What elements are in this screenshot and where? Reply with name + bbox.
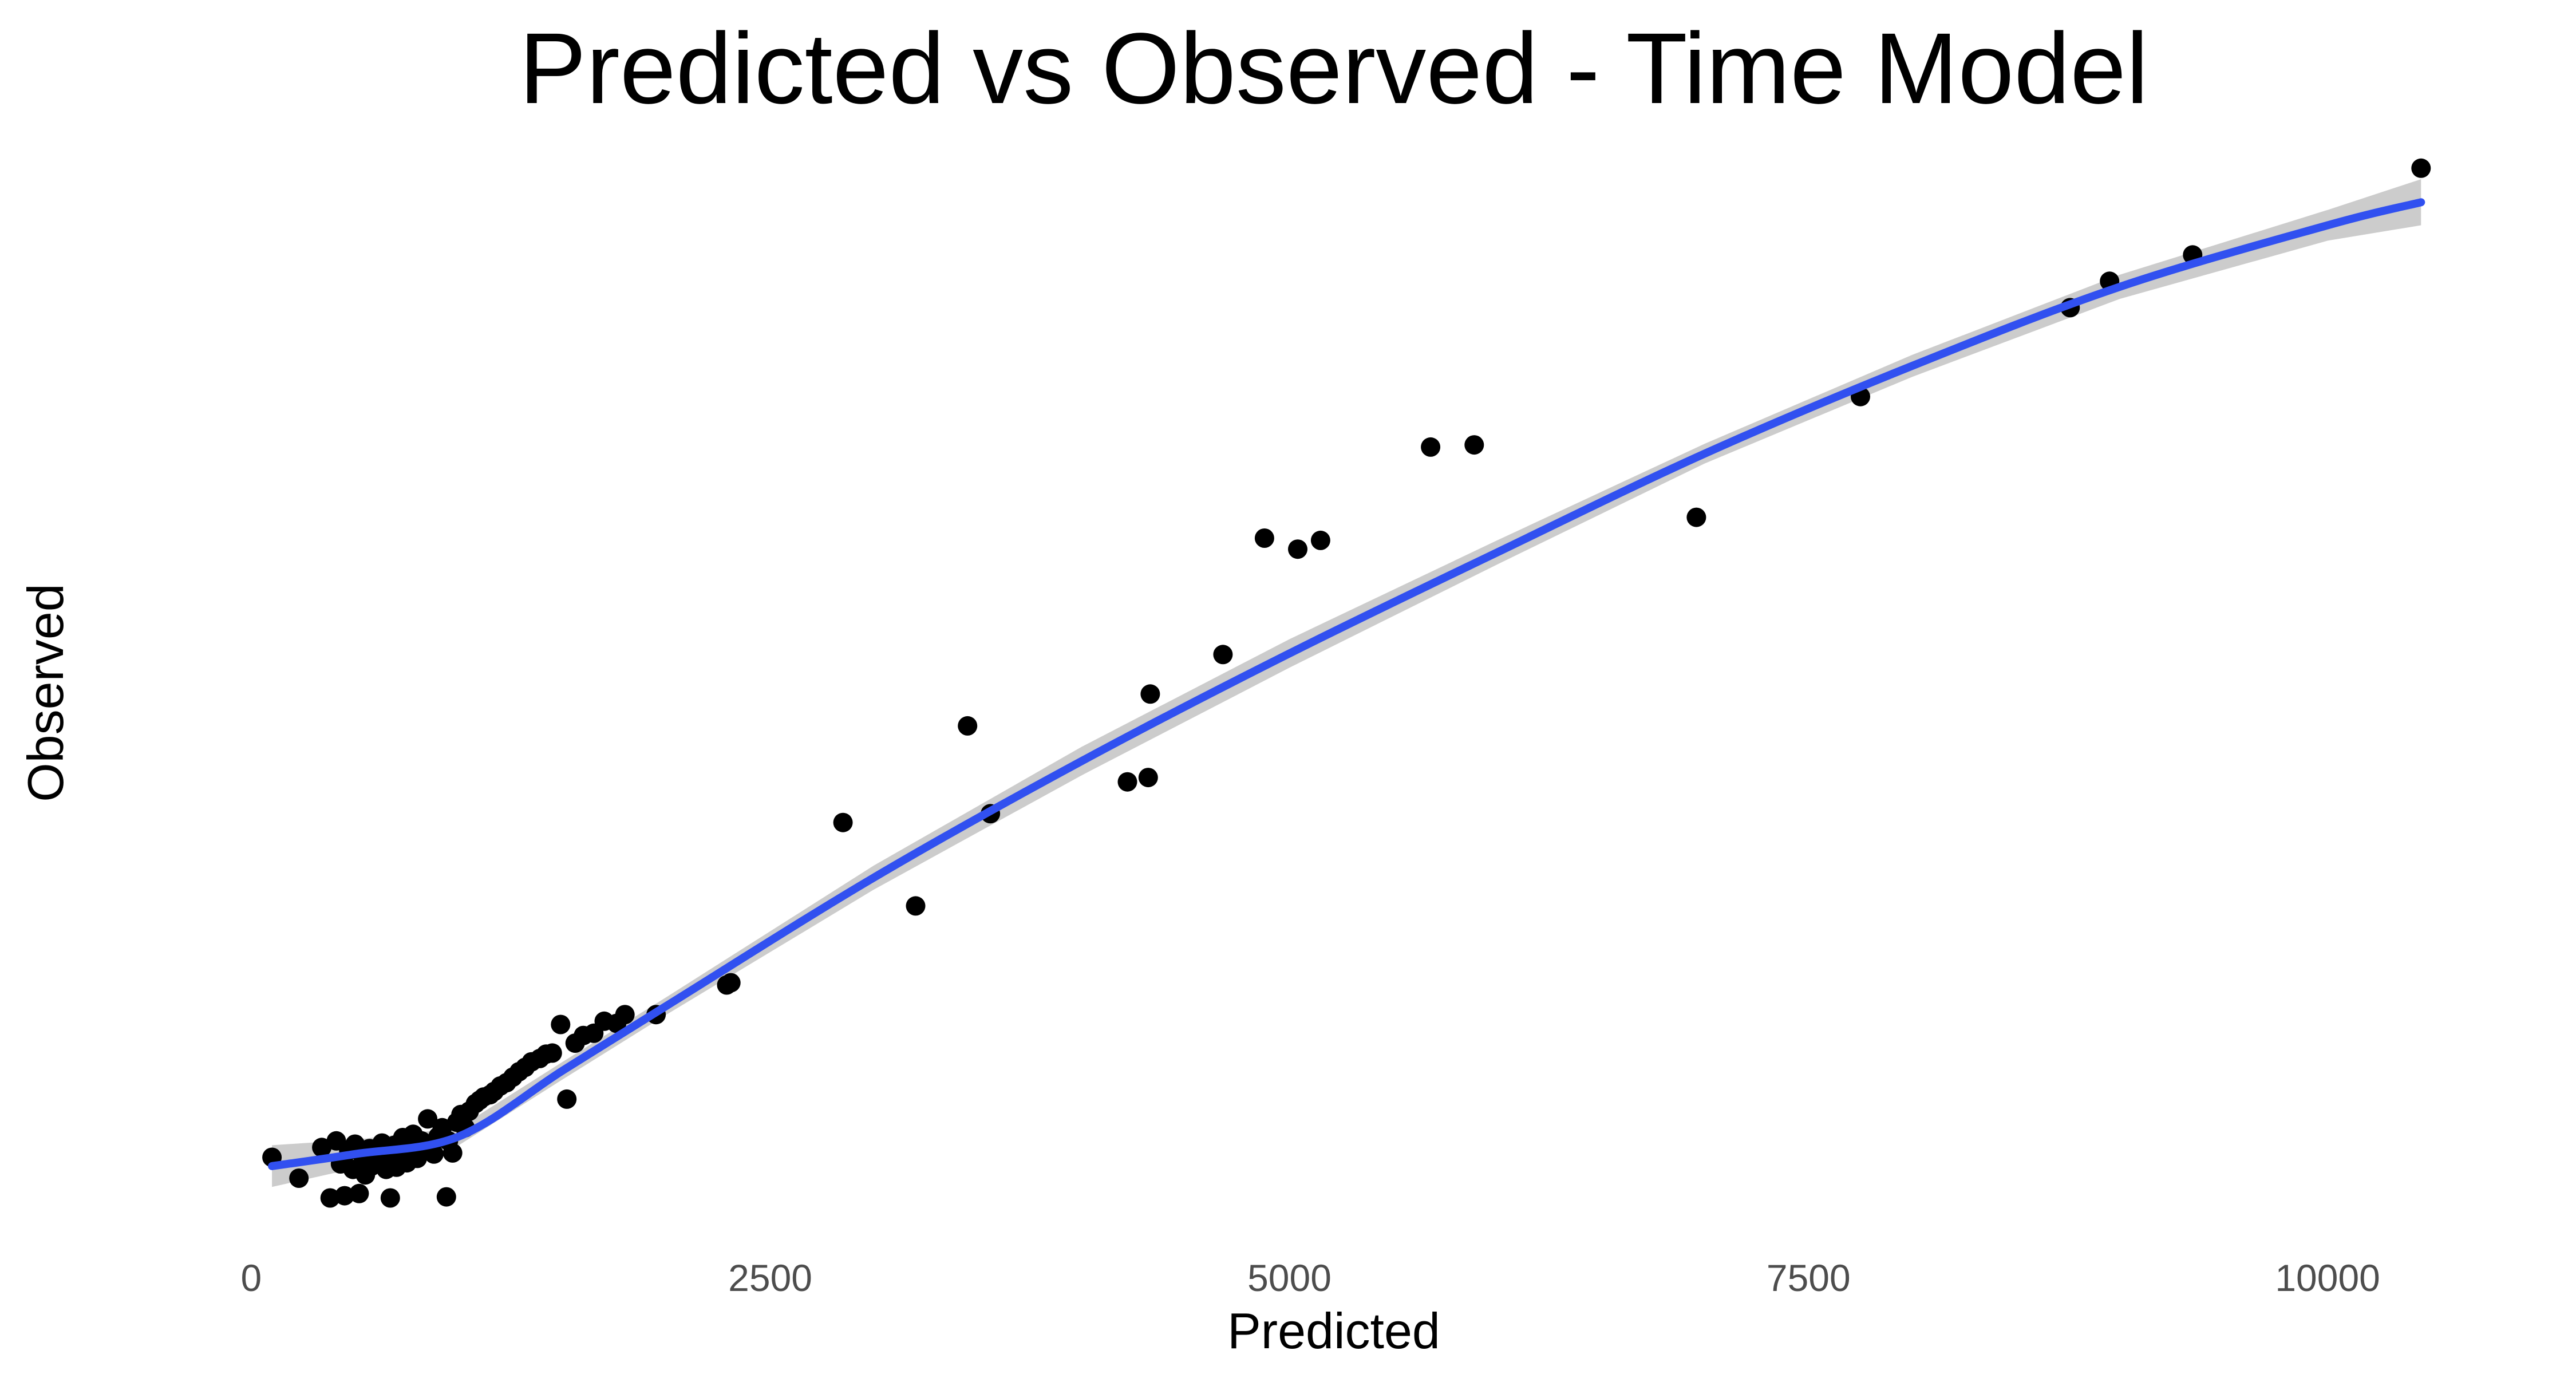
data-point — [557, 1089, 577, 1109]
data-point — [1138, 768, 1158, 788]
y-axis-title: Observed — [17, 583, 74, 802]
data-point — [833, 812, 853, 832]
x-axis-title: Predicted — [1227, 1302, 1440, 1359]
data-point — [380, 1188, 400, 1208]
data-point — [721, 973, 741, 993]
data-point — [958, 716, 978, 736]
data-point — [289, 1168, 309, 1188]
x-axis-ticks: 0 2500 5000 7500 10000 — [240, 1257, 2380, 1299]
data-point — [1686, 507, 1706, 527]
data-point — [349, 1183, 369, 1203]
data-point — [1464, 435, 1484, 455]
x-tick-label: 5000 — [1247, 1257, 1332, 1299]
data-point — [615, 1005, 635, 1025]
x-tick-label: 7500 — [1767, 1257, 1851, 1299]
data-point — [1288, 539, 1307, 559]
data-point — [551, 1014, 571, 1035]
data-point — [442, 1143, 463, 1163]
smooth-line — [268, 198, 2425, 1170]
data-point — [335, 1186, 354, 1206]
data-point — [436, 1187, 456, 1207]
data-point — [1254, 528, 1274, 548]
data-point — [424, 1144, 444, 1164]
data-point — [1213, 645, 1233, 665]
x-tick-label: 0 — [240, 1257, 262, 1299]
data-point — [320, 1188, 340, 1208]
x-tick-label: 10000 — [2275, 1257, 2380, 1299]
x-tick-label: 2500 — [728, 1257, 812, 1299]
data-point — [906, 896, 926, 916]
data-point — [2411, 158, 2431, 178]
plot-area — [262, 158, 2431, 1208]
data-point — [1140, 684, 1160, 704]
chart-title: Predicted vs Observed - Time Model — [519, 13, 2148, 125]
data-point — [542, 1043, 562, 1063]
data-point — [1117, 772, 1137, 792]
data-point — [312, 1138, 332, 1158]
data-point — [1310, 530, 1330, 550]
data-point — [418, 1109, 438, 1129]
data-point — [1421, 437, 1441, 457]
